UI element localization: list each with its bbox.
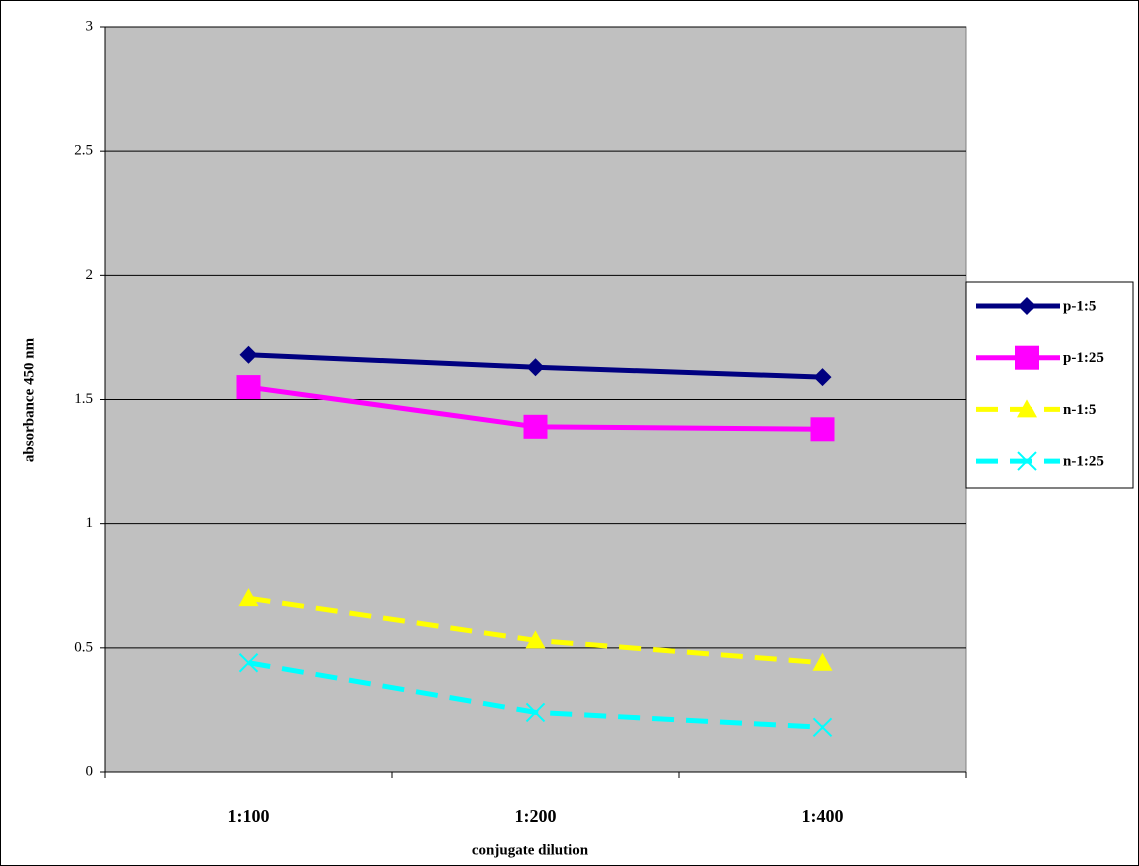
marker xyxy=(238,588,259,607)
marker xyxy=(810,417,835,442)
marker xyxy=(525,702,546,723)
marker xyxy=(236,375,261,400)
marker xyxy=(812,717,833,738)
marker xyxy=(1017,399,1037,418)
x-tick-label: 1:100 xyxy=(228,806,270,826)
y-tick-label: 1 xyxy=(86,515,94,531)
marker xyxy=(523,414,548,439)
x-tick-label: 1:200 xyxy=(515,806,557,826)
y-tick-label: 1.5 xyxy=(74,391,93,407)
x-axis-label: conjugate dilution xyxy=(472,842,589,858)
y-tick-label: 2 xyxy=(86,267,94,283)
marker xyxy=(1015,345,1039,370)
y-tick-label: 2.5 xyxy=(74,143,93,159)
marker xyxy=(238,653,259,673)
legend-label: n-1:25 xyxy=(1063,454,1104,470)
marker xyxy=(239,345,258,364)
x-tick-label: 1:400 xyxy=(802,806,844,826)
y-tick-label: 0 xyxy=(86,763,94,779)
legend-label: p-1:25 xyxy=(1063,350,1104,366)
legend-label: p-1:5 xyxy=(1063,298,1096,314)
marker xyxy=(525,630,546,649)
legend xyxy=(965,281,1134,489)
legend-label: n-1:5 xyxy=(1063,402,1096,418)
marker xyxy=(1017,451,1037,471)
marker xyxy=(813,368,832,387)
marker xyxy=(526,358,545,377)
marker xyxy=(812,652,833,671)
y-tick-label: 3 xyxy=(86,18,94,34)
y-axis-label: absorbance 450 nm xyxy=(21,337,37,462)
marker xyxy=(1018,297,1036,315)
y-tick-label: 0.5 xyxy=(74,639,93,655)
